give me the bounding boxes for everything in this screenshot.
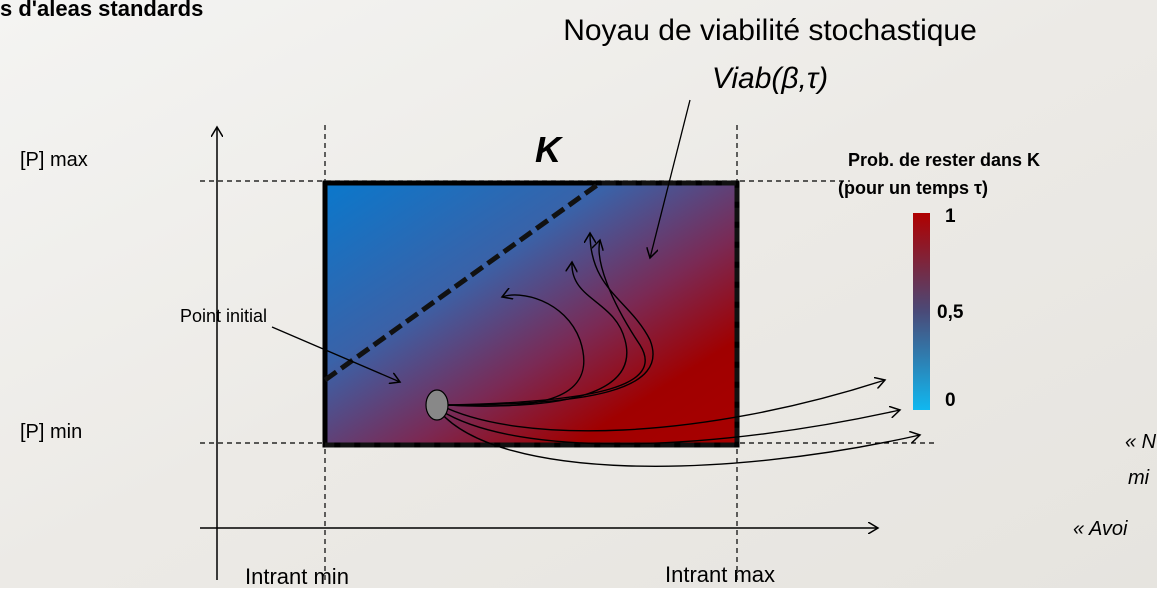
side-note: « Avoi [1073, 518, 1128, 540]
page: s d'aleas standards Noyau de viabilité s… [0, 0, 1157, 593]
colorbar [913, 213, 930, 410]
slide: s d'aleas standards Noyau de viabilité s… [0, 0, 1157, 588]
colorbar-title: Prob. de rester dans K [848, 150, 1040, 170]
colorbar-label: 1 [945, 206, 956, 227]
x-min-label: Intrant min [245, 564, 349, 588]
y-min-label: [P] min [20, 421, 82, 443]
point-label: Point initial [180, 306, 267, 326]
side-note: « N [1125, 431, 1157, 453]
y-max-label: [P] max [20, 149, 88, 171]
kernel-title: Noyau de viabilité stochastique [563, 14, 977, 47]
header-title: s d'aleas standards [0, 0, 203, 21]
colorbar-label: 0 [945, 390, 956, 411]
set-label: K [535, 129, 564, 170]
x-max-label: Intrant max [665, 562, 775, 587]
initial-point [426, 390, 448, 420]
kernel-formula: Viab(β,τ) [712, 62, 828, 95]
colorbar-label: 0,5 [937, 302, 964, 323]
colorbar-subtitle: (pour un temps τ) [838, 178, 988, 198]
set-k [325, 183, 737, 445]
side-note: mi [1128, 467, 1150, 489]
